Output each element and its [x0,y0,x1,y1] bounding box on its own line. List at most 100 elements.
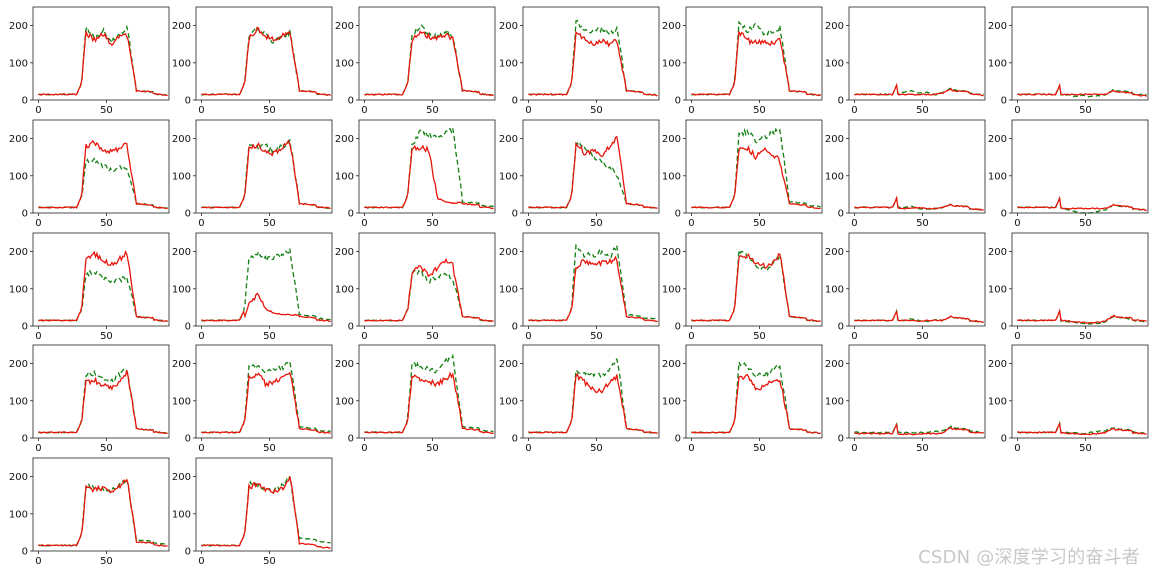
axes-frame [195,232,333,327]
subplot-r2c6: 0 100 200 0 50 [988,232,1149,342]
axes-frame [685,232,823,327]
ytick-label: 0 [675,209,681,220]
ytick-label: 0 [22,96,28,107]
ytick-label: 0 [512,209,518,220]
ytick-label: 0 [675,434,681,445]
series-red-line [38,30,168,97]
axes-frame [358,119,496,214]
subplot-r3c5: 0 100 200 0 50 [825,344,986,454]
xtick-label: 50 [263,556,276,567]
ytick-label: 100 [335,171,354,182]
subplot-r2c3: 0 100 200 0 50 [499,232,660,342]
xtick-label: 50 [263,331,276,342]
xtick-label: 50 [426,443,439,454]
xtick-label: 50 [100,331,113,342]
ytick-label: 100 [172,509,191,520]
ytick-label: 200 [988,134,1007,145]
series-red-line [528,255,658,323]
watermark: CSDN @深度学习的奋斗者 [918,547,1140,568]
subplot-r0c1: 0 100 200 0 50 [172,6,333,116]
ytick-label: 200 [499,247,518,258]
series-red-line [38,139,168,210]
xtick-label: 0 [35,443,41,454]
subplot-r4c0: 0 100 200 0 50 [9,457,170,567]
axes-frame [1011,119,1149,214]
axes-frame [32,457,170,552]
series-green-line [364,127,494,209]
axes-frame [32,6,170,101]
series-green-line [691,247,821,323]
axes-frame [848,344,986,439]
xtick-label: 0 [361,443,367,454]
ytick-label: 0 [348,322,354,333]
xtick-label: 50 [753,443,766,454]
ytick-label: 100 [172,284,191,295]
xtick-label: 50 [916,105,929,116]
axes-frame [32,119,170,214]
ytick-label: 0 [348,96,354,107]
subplot-r3c3: 0 100 200 0 50 [499,344,660,454]
ytick-label: 0 [838,96,844,107]
axes-frame [848,6,986,101]
ytick-label: 0 [348,209,354,220]
xtick-label: 0 [35,218,41,229]
xtick-label: 0 [851,443,857,454]
xtick-label: 50 [100,443,113,454]
subplot-r0c3: 0 100 200 0 50 [499,6,660,116]
subplot-r1c3: 0 100 200 0 50 [499,119,660,229]
series-red-line [364,257,494,322]
subplot-r3c0: 0 100 200 0 50 [9,344,170,454]
xtick-label: 50 [916,331,929,342]
ytick-label: 200 [9,359,28,370]
series-green-line [528,142,658,209]
subplot-r0c4: 0 100 200 0 50 [662,6,823,116]
axes-frame [32,232,170,327]
ytick-label: 200 [172,21,191,32]
ytick-label: 200 [662,134,681,145]
xtick-label: 0 [851,218,857,229]
ytick-label: 100 [662,396,681,407]
series-green-line [38,24,168,96]
ytick-label: 100 [988,171,1007,182]
ytick-label: 200 [825,21,844,32]
subplot-r1c4: 0 100 200 0 50 [662,119,823,229]
ytick-label: 200 [335,134,354,145]
ytick-label: 100 [335,58,354,69]
ytick-label: 100 [499,284,518,295]
xtick-label: 0 [1014,218,1020,229]
ytick-label: 0 [22,322,28,333]
xtick-label: 0 [688,218,694,229]
series-red-line [691,144,821,210]
series-red-line [201,26,332,97]
ytick-label: 200 [335,21,354,32]
xtick-label: 0 [198,331,204,342]
ytick-label: 200 [172,359,191,370]
xtick-label: 50 [753,218,766,229]
series-red-line [691,31,821,97]
xtick-label: 0 [198,556,204,567]
axes-frame [195,119,333,214]
series-green-line [528,357,658,434]
ytick-label: 100 [825,171,844,182]
axes-frame [32,344,170,439]
xtick-label: 0 [35,556,41,567]
series-red-line [1017,422,1147,436]
subplot-r3c2: 0 100 200 0 50 [335,344,496,454]
series-green-line [201,475,331,547]
series-red-line [528,135,658,210]
series-red-line [201,476,331,549]
axes-frame [1011,344,1149,439]
series-red-line [1017,308,1147,324]
xtick-label: 50 [1079,443,1092,454]
ytick-label: 100 [825,58,844,69]
axes-frame [848,119,986,214]
xtick-label: 50 [426,331,439,342]
ytick-label: 200 [335,247,354,258]
xtick-label: 50 [263,105,276,116]
ytick-label: 200 [499,134,518,145]
ytick-label: 100 [9,509,28,520]
ytick-label: 200 [825,247,844,258]
ytick-label: 100 [825,396,844,407]
ytick-label: 100 [9,396,28,407]
